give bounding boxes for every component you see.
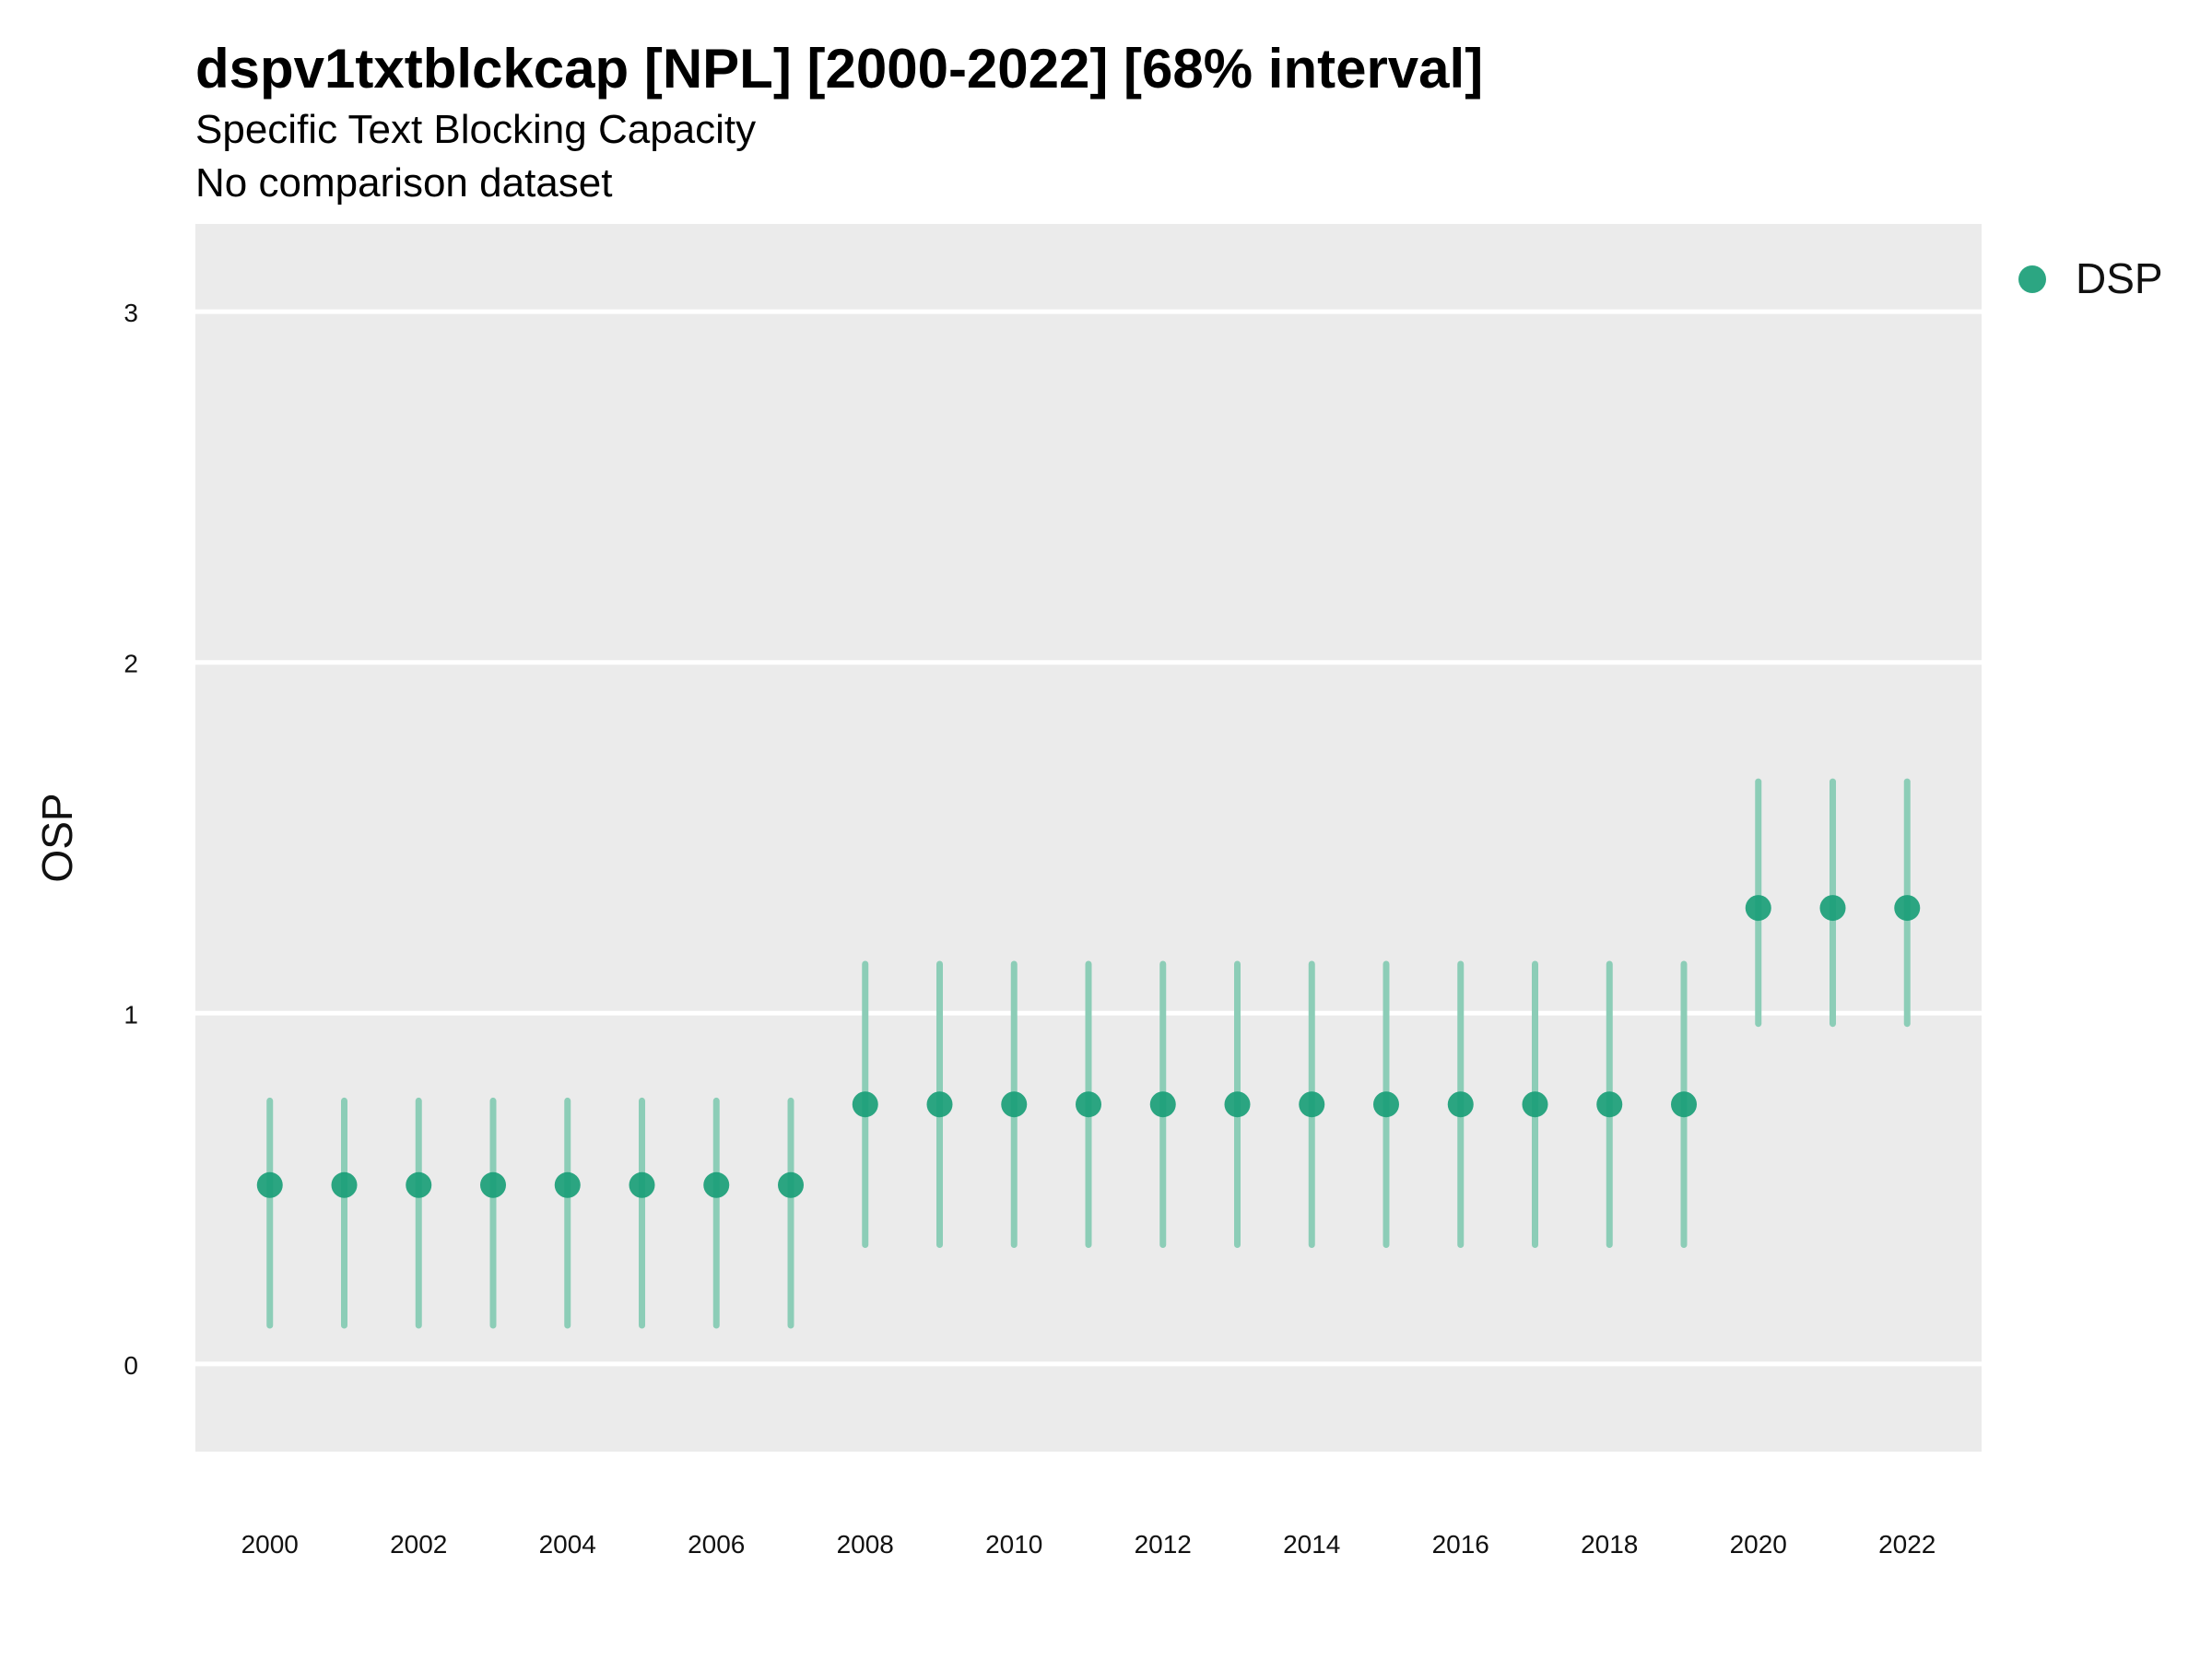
x-tick-label: 2006: [688, 1530, 745, 1559]
y-tick-label: 0: [124, 1351, 138, 1380]
data-point: [629, 1171, 655, 1198]
data-point: [1894, 895, 1921, 922]
plot-panel: [195, 224, 1982, 1452]
x-tick-label: 2000: [241, 1530, 299, 1559]
legend-label: DSP: [2076, 254, 2163, 302]
chart-subtitle: Specific Text Blocking Capacity: [195, 107, 757, 152]
data-point: [1149, 1091, 1176, 1118]
data-point: [1224, 1091, 1251, 1118]
legend-marker: [2018, 265, 2046, 293]
data-point: [852, 1091, 878, 1118]
y-axis-label: OSP: [33, 793, 81, 882]
y-tick-label: 1: [124, 1000, 138, 1029]
data-point: [331, 1171, 358, 1198]
data-point: [406, 1171, 432, 1198]
data-point: [926, 1091, 953, 1118]
chart-caption: No comparison dataset: [195, 160, 613, 206]
x-tick-label: 2010: [985, 1530, 1042, 1559]
x-tick-label: 2002: [390, 1530, 447, 1559]
data-point: [1373, 1091, 1399, 1118]
y-tick-label: 3: [124, 299, 138, 327]
data-point: [778, 1171, 804, 1198]
data-point: [1522, 1091, 1548, 1118]
x-tick-label: 2018: [1581, 1530, 1638, 1559]
y-tick-label: 2: [124, 650, 138, 678]
x-tick-label: 2004: [539, 1530, 596, 1559]
x-tick-label: 2008: [837, 1530, 894, 1559]
data-point: [1596, 1091, 1623, 1118]
data-point: [703, 1171, 730, 1198]
x-tick-label: 2012: [1135, 1530, 1192, 1559]
x-tick-label: 2020: [1730, 1530, 1787, 1559]
data-point: [1819, 895, 1846, 922]
data-point: [554, 1171, 581, 1198]
chart-title: dspv1txtblckcap [NPL] [2000-2022] [68% i…: [195, 38, 1484, 100]
data-point: [1745, 895, 1771, 922]
data-point: [256, 1171, 283, 1198]
x-tick-label: 2014: [1283, 1530, 1340, 1559]
data-point: [1299, 1091, 1325, 1118]
x-tick-label: 2016: [1432, 1530, 1489, 1559]
data-point: [480, 1171, 506, 1198]
x-tick-label: 2022: [1878, 1530, 1936, 1559]
data-point: [1447, 1091, 1474, 1118]
data-point: [1001, 1091, 1028, 1118]
data-point: [1076, 1091, 1101, 1118]
data-point: [1671, 1091, 1697, 1118]
